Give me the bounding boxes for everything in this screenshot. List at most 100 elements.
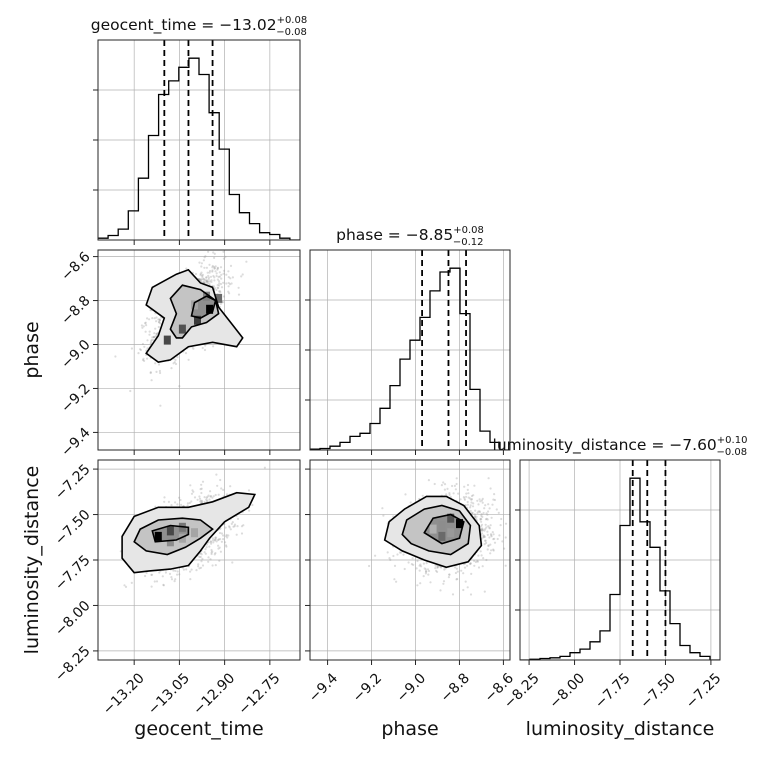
sample-point: [500, 517, 503, 521]
sample-point: [190, 500, 193, 503]
sample-point: [213, 265, 216, 269]
sample-point: [139, 348, 142, 352]
sample-point: [208, 263, 211, 266]
sample-point: [207, 274, 210, 277]
sample-point: [419, 563, 422, 566]
sample-point: [200, 500, 203, 504]
sample-point: [474, 517, 478, 520]
sample-point: [210, 279, 213, 282]
sample-point: [228, 526, 231, 529]
sample-point: [222, 534, 225, 537]
sample-point: [218, 280, 221, 283]
sample-point: [170, 576, 173, 579]
sample-point: [174, 362, 178, 366]
sample-point: [155, 316, 158, 319]
sample-point: [148, 330, 151, 333]
sample-point: [206, 499, 209, 502]
sample-point: [212, 251, 215, 254]
y-tick-label-luminosity-distance: −7.50: [52, 507, 94, 549]
contour-level-1: [121, 491, 257, 574]
sample-point: [149, 341, 153, 344]
sample-point: [489, 487, 492, 490]
sample-point: [393, 564, 397, 568]
sample-point: [436, 566, 439, 569]
sample-point: [425, 570, 428, 573]
sample-point: [466, 564, 469, 567]
sample-point: [459, 498, 462, 501]
scatter-phase-vs-geocent-time-panel: −9.4 −9.2 −9.0 −8.8 −8.6: [58, 247, 301, 460]
sample-point: [226, 247, 228, 249]
sample-point: [228, 525, 231, 528]
sample-point: [158, 321, 161, 324]
title-main-geocent-time: geocent_time = −13.02: [91, 16, 277, 35]
sample-point: [422, 575, 425, 578]
sample-point: [230, 522, 233, 526]
sample-point: [480, 532, 484, 535]
sample-point: [206, 495, 209, 498]
sample-point: [487, 525, 490, 528]
sample-point: [206, 280, 209, 283]
sample-point: [199, 488, 202, 491]
sample-point: [214, 538, 217, 541]
sample-point: [503, 547, 506, 550]
sample-point: [157, 363, 161, 366]
sample-point: [480, 513, 483, 516]
sample-point: [469, 506, 472, 509]
sample-point: [486, 513, 489, 516]
sample-point: [477, 566, 481, 569]
sample-point: [227, 534, 230, 537]
sample-point: [215, 473, 218, 476]
density-block: [447, 513, 455, 523]
sample-point: [478, 498, 481, 501]
sample-point: [200, 553, 203, 556]
y-tick-label-luminosity-distance: −7.75: [52, 552, 94, 594]
sample-point: [129, 389, 132, 393]
sample-point: [489, 533, 493, 536]
x-tick-label-luminosity-distance: −7.50: [637, 670, 679, 712]
sample-point: [233, 523, 237, 526]
scatter-luminosity-distance-vs-geocent-time-panel: −13.20−13.05−12.90−12.75−8.25−8.00−7.75−…: [52, 459, 301, 718]
sample-point: [479, 500, 482, 503]
sample-point: [144, 322, 147, 325]
sample-point: [229, 485, 232, 488]
density-block: [166, 537, 174, 547]
sample-point: [467, 496, 470, 499]
sample-point: [189, 578, 192, 581]
sample-point: [152, 336, 156, 339]
sample-point: [205, 546, 208, 549]
sample-point: [409, 501, 412, 504]
y-axis-label-phase: phase: [21, 321, 43, 378]
sample-point: [242, 247, 244, 249]
density-block: [178, 533, 186, 543]
y-tick-label-luminosity-distance: −8.25: [52, 643, 94, 685]
title-main-phase: phase = −8.85: [336, 226, 453, 244]
sample-point: [439, 589, 442, 592]
sample-point: [476, 560, 479, 563]
sample-point: [374, 554, 377, 557]
scatter-points: [368, 477, 508, 596]
sample-point: [206, 280, 209, 283]
sample-point: [170, 504, 173, 507]
sample-point: [486, 533, 489, 537]
sample-point: [232, 525, 235, 528]
sample-point: [226, 536, 229, 539]
sample-point: [434, 564, 437, 567]
sample-point: [155, 332, 158, 336]
sample-point: [224, 255, 227, 258]
sample-point: [490, 516, 493, 519]
sample-point: [492, 548, 495, 551]
sample-point: [481, 565, 484, 568]
sample-point: [484, 523, 487, 526]
sample-point: [154, 362, 157, 365]
sample-point: [205, 276, 208, 279]
histogram-phase: [310, 267, 510, 450]
sample-point: [436, 570, 439, 574]
sample-point: [225, 533, 228, 537]
sample-point: [429, 581, 432, 584]
sample-point: [469, 504, 472, 507]
sample-point: [473, 559, 476, 563]
sample-point: [476, 559, 479, 563]
sample-point: [493, 498, 496, 502]
sample-point: [208, 280, 212, 283]
sample-point: [196, 498, 199, 501]
